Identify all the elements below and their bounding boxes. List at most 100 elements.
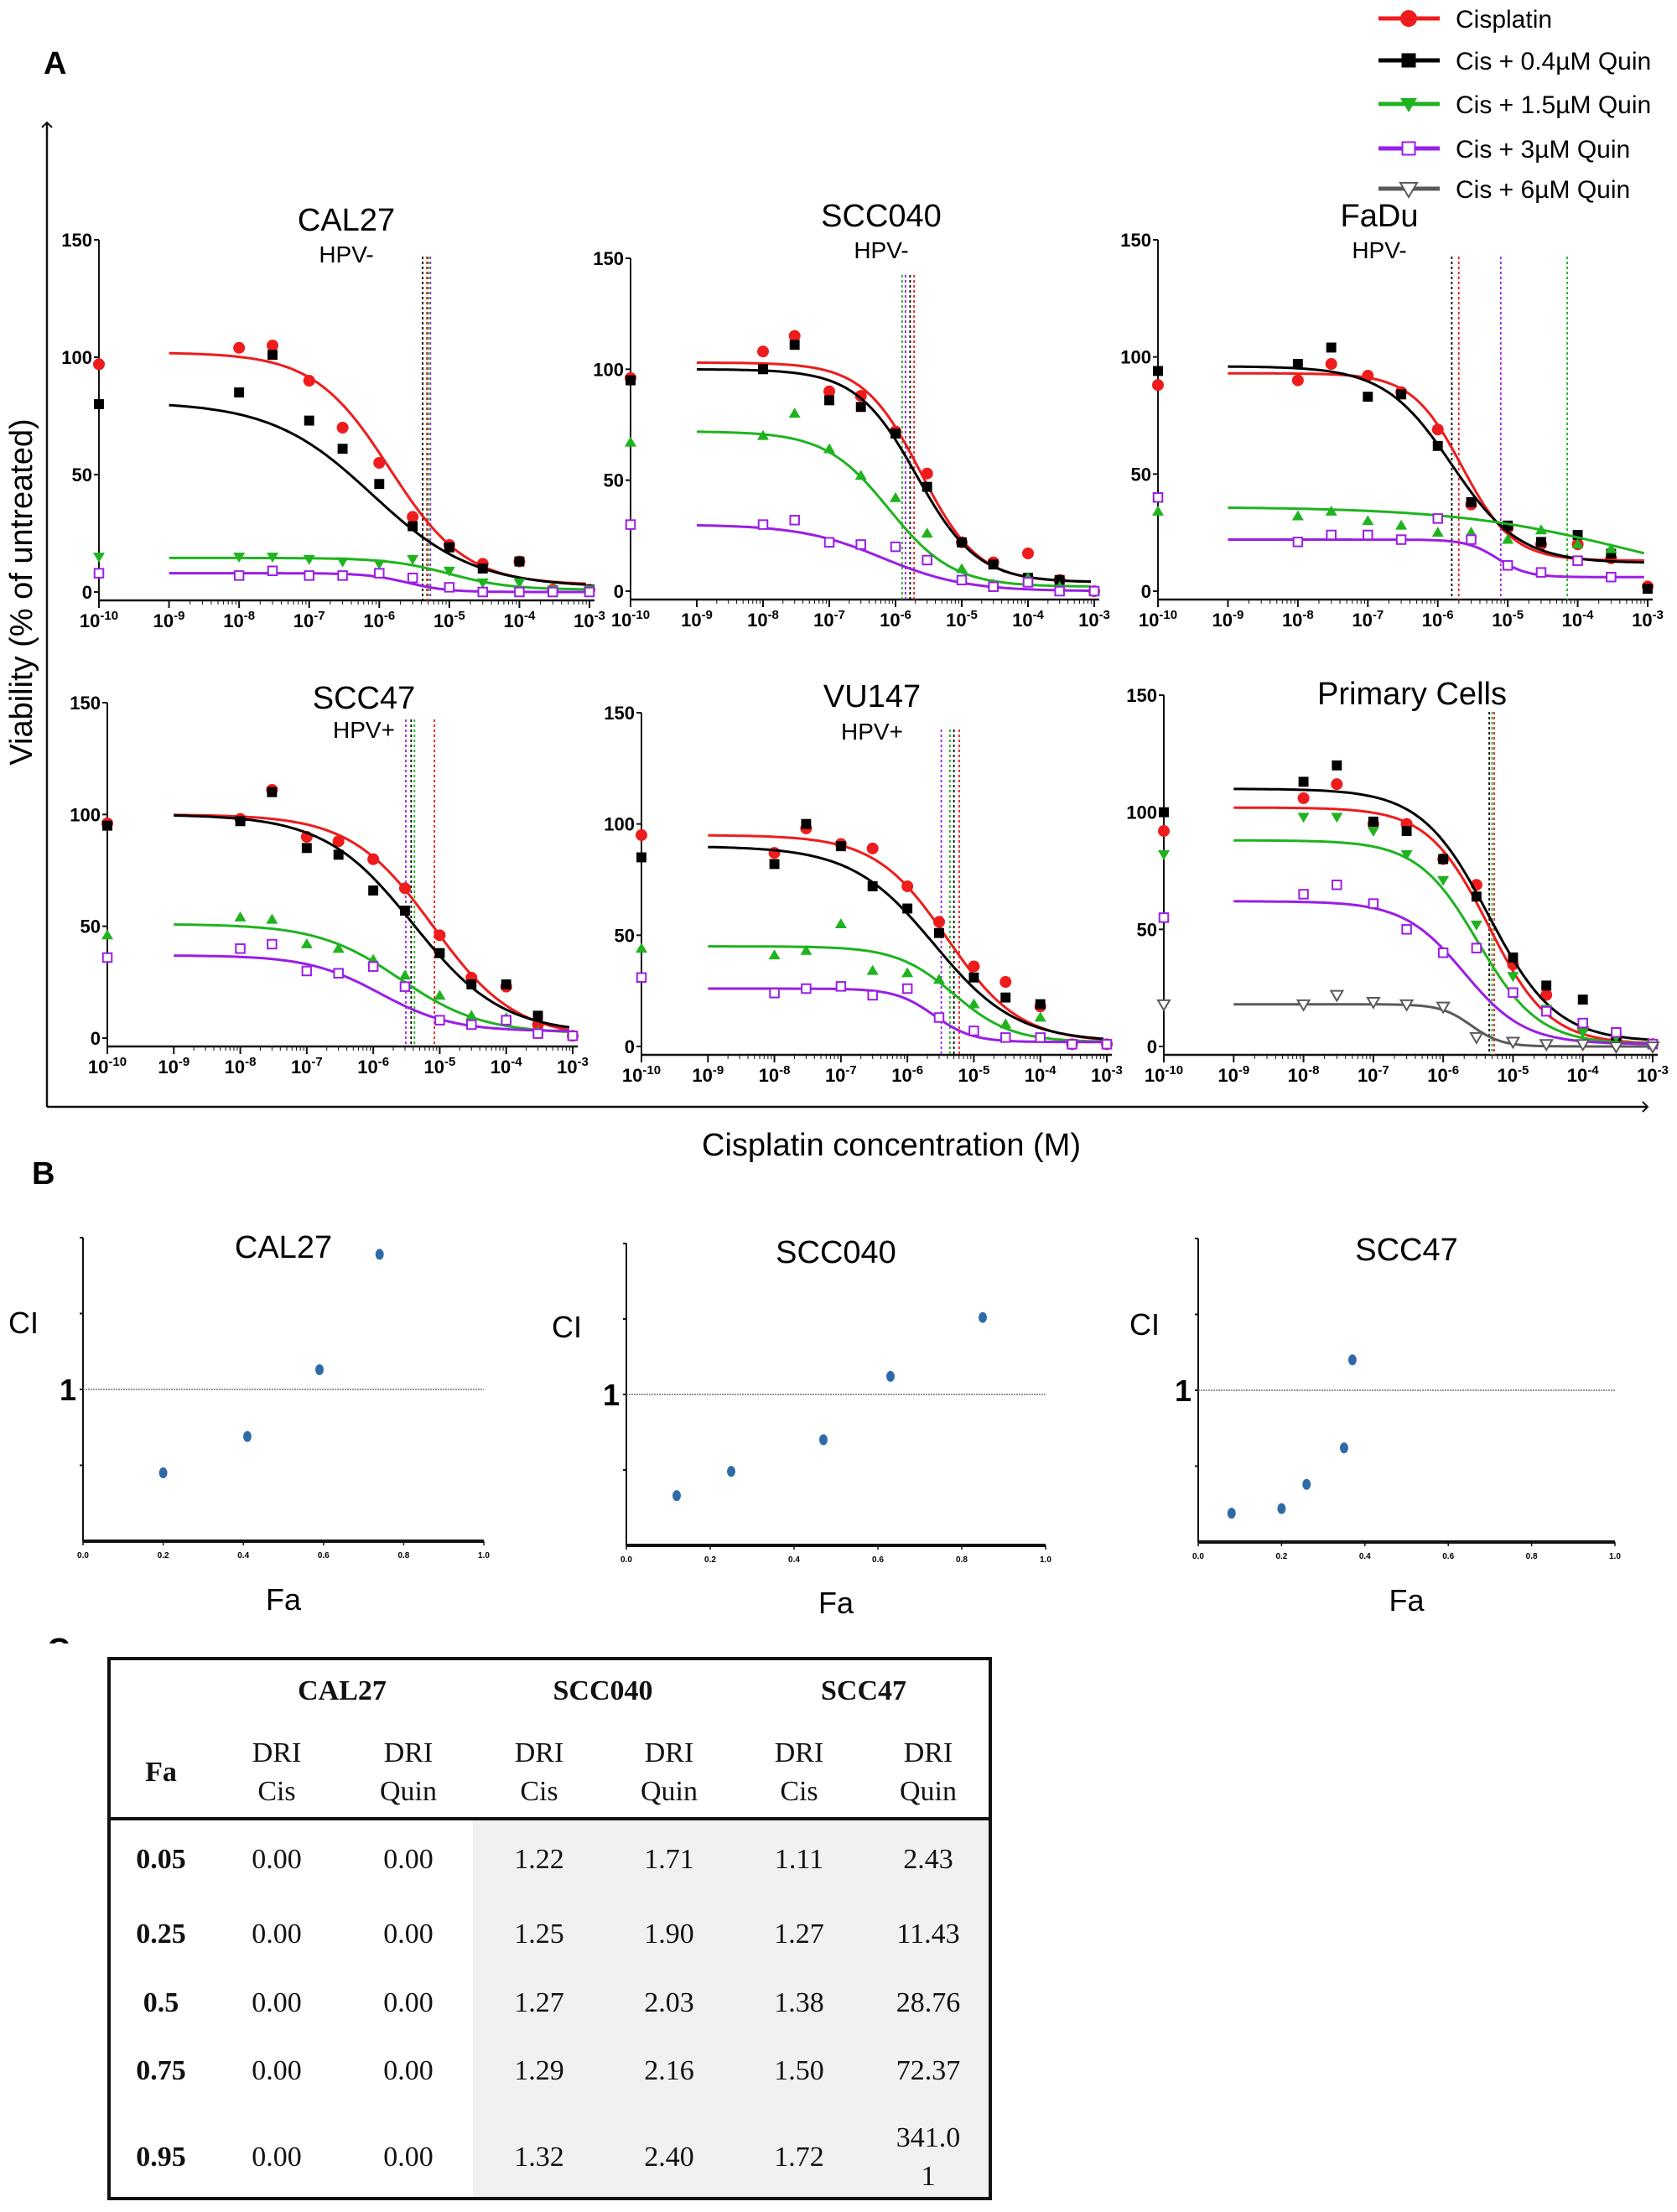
table-subheader-line: Cis [780,1776,818,1807]
data-point-open-triangle-down [1295,999,1311,1012]
x-tick-label: 10-10 [1145,1063,1183,1086]
data-point-open-square [1611,1026,1622,1038]
data-point-open-square [1437,948,1449,958]
x-tick-label: 10-8 [225,1055,257,1077]
data-point-square [769,859,780,870]
table-cell: 2.43 [903,1844,953,1875]
data-point-open-square [1067,1039,1077,1050]
x-tick-label: 10-3 [557,1055,589,1077]
data-point-square [1153,366,1163,376]
chart-title: SCC47 [313,681,416,716]
table-subheader-line: DRI [252,1737,302,1768]
data-point-circle [901,880,914,892]
data-point-open-square [956,574,968,586]
table-cell: 0.00 [383,2142,434,2173]
data-point-triangle-up [332,942,345,953]
y-tick-label: 150 [1120,230,1151,251]
data-point-circle [1152,379,1164,392]
chart-subtitle: HPV- [319,241,373,267]
data-point-open-square [1395,534,1407,545]
panel-letter-a: A [44,46,66,81]
data-point-open-square [235,943,246,954]
x-tick-label: 10-10 [80,609,118,631]
panel-letter-c: C [47,1633,70,1643]
table-cell: 72.37 [896,2055,961,2086]
x-tick-label: 0.4 [1359,1552,1371,1561]
y-tick-label: 100 [604,814,635,835]
data-point-triangle-down [1331,813,1343,823]
y-axis-label: Viability (% of untreated) [4,418,39,765]
table-subheader-line: Quin [380,1776,437,1807]
legend-label: Cis + 0.4µM Quin [1456,48,1651,75]
data-point-triangle-up [999,1018,1012,1029]
data-point-open-square [1054,585,1065,597]
data-point-triangle-up [1571,538,1584,549]
data-point-triangle-up [1152,506,1164,516]
data-point-triangle-down [407,554,419,565]
chart-title: SCC040 [776,1235,896,1270]
data-point-square [1503,520,1513,531]
y-tick-label: 50 [604,470,624,491]
y-tick-label: 150 [1126,685,1157,706]
data-point-square [1292,359,1303,369]
data-point-square [1035,999,1046,1010]
data-point-circle [93,358,105,371]
chart-subtitle: HPV- [1352,237,1406,263]
table-cell: 0.00 [252,2055,302,2086]
data-point-triangle-up [854,470,867,480]
legend-item: Cis + 6µM Quin [1378,176,1630,204]
chart-title: CAL27 [298,203,395,238]
x-tick-label: 1.0 [478,1551,490,1560]
table-subheader: DRI Cis [515,1734,564,1811]
data-point-open-square [567,1031,579,1041]
x-tick-label: 10-4 [1562,608,1594,631]
ci-data-point [672,1490,681,1502]
table-cell: 11.43 [896,1919,960,1950]
ci-data-point [979,1311,987,1323]
x-tick-label: 10-4 [1012,608,1044,631]
ci-scatter-panels: CAL27 CI Fa 1 0.0 0.2 0.4 0.6 0.8 1.0 SCC040 CI Fa 1 0… [8,1230,1621,1620]
table-subheader-line: Cis [520,1776,558,1807]
x-axis-label: Fa [1389,1583,1425,1617]
x-tick-label: 10-5 [1498,1063,1529,1086]
data-point-open-square [1332,880,1342,891]
data-point-open-triangle-down [1469,1031,1484,1045]
data-point-triangle-down [443,566,455,577]
legend-label: Cis + 3µM Quin [1456,136,1630,164]
x-tick-label: 0.0 [620,1555,632,1565]
y-tick-label: 1 [603,1378,620,1412]
data-point-square [988,559,999,570]
fit-curve [708,945,1104,1043]
data-point-triangle-up [834,918,847,928]
data-point-triangle-up [398,969,411,980]
data-point-square [789,340,800,350]
data-point-circle [1331,778,1343,791]
panel-letter-b: B [32,1156,55,1192]
data-point-triangle-up [300,938,313,948]
table-cell: 0.00 [252,2142,302,2173]
data-point-square [94,399,104,409]
x-axis-label: Fa [266,1582,302,1617]
data-point-circle [332,835,345,848]
data-point-square [801,818,812,829]
data-point-triangle-up [800,944,813,955]
data-point-open-square [901,983,913,994]
x-tick-label: 10-5 [958,1063,990,1086]
data-point-open-square [1535,567,1547,578]
x-tick-label: 10-6 [357,1055,389,1077]
data-point-open-square [1466,534,1477,545]
data-point-open-square [823,537,835,548]
data-point-open-square [1088,585,1100,597]
table-cell: 1.29 [514,2055,564,2086]
data-point-square [1000,992,1011,1003]
dose-response-chart: VU147 HPV+ 0 50 100 150 10-10 10-9 10-8 10-7 10-6 1… [604,679,1123,1086]
data-point-triangle-up [823,443,835,454]
data-point-open-triangle-down [1399,999,1415,1012]
table-group-header: SCC47 [820,1675,907,1706]
x-tick-label: 10-6 [1427,1063,1459,1086]
data-point-open-square [407,572,418,584]
table-cell: 1.72 [774,2142,824,2173]
data-point-triangle-up [890,491,901,502]
table-subheader-line: DRI [514,1737,564,1768]
data-point-square [636,852,646,863]
